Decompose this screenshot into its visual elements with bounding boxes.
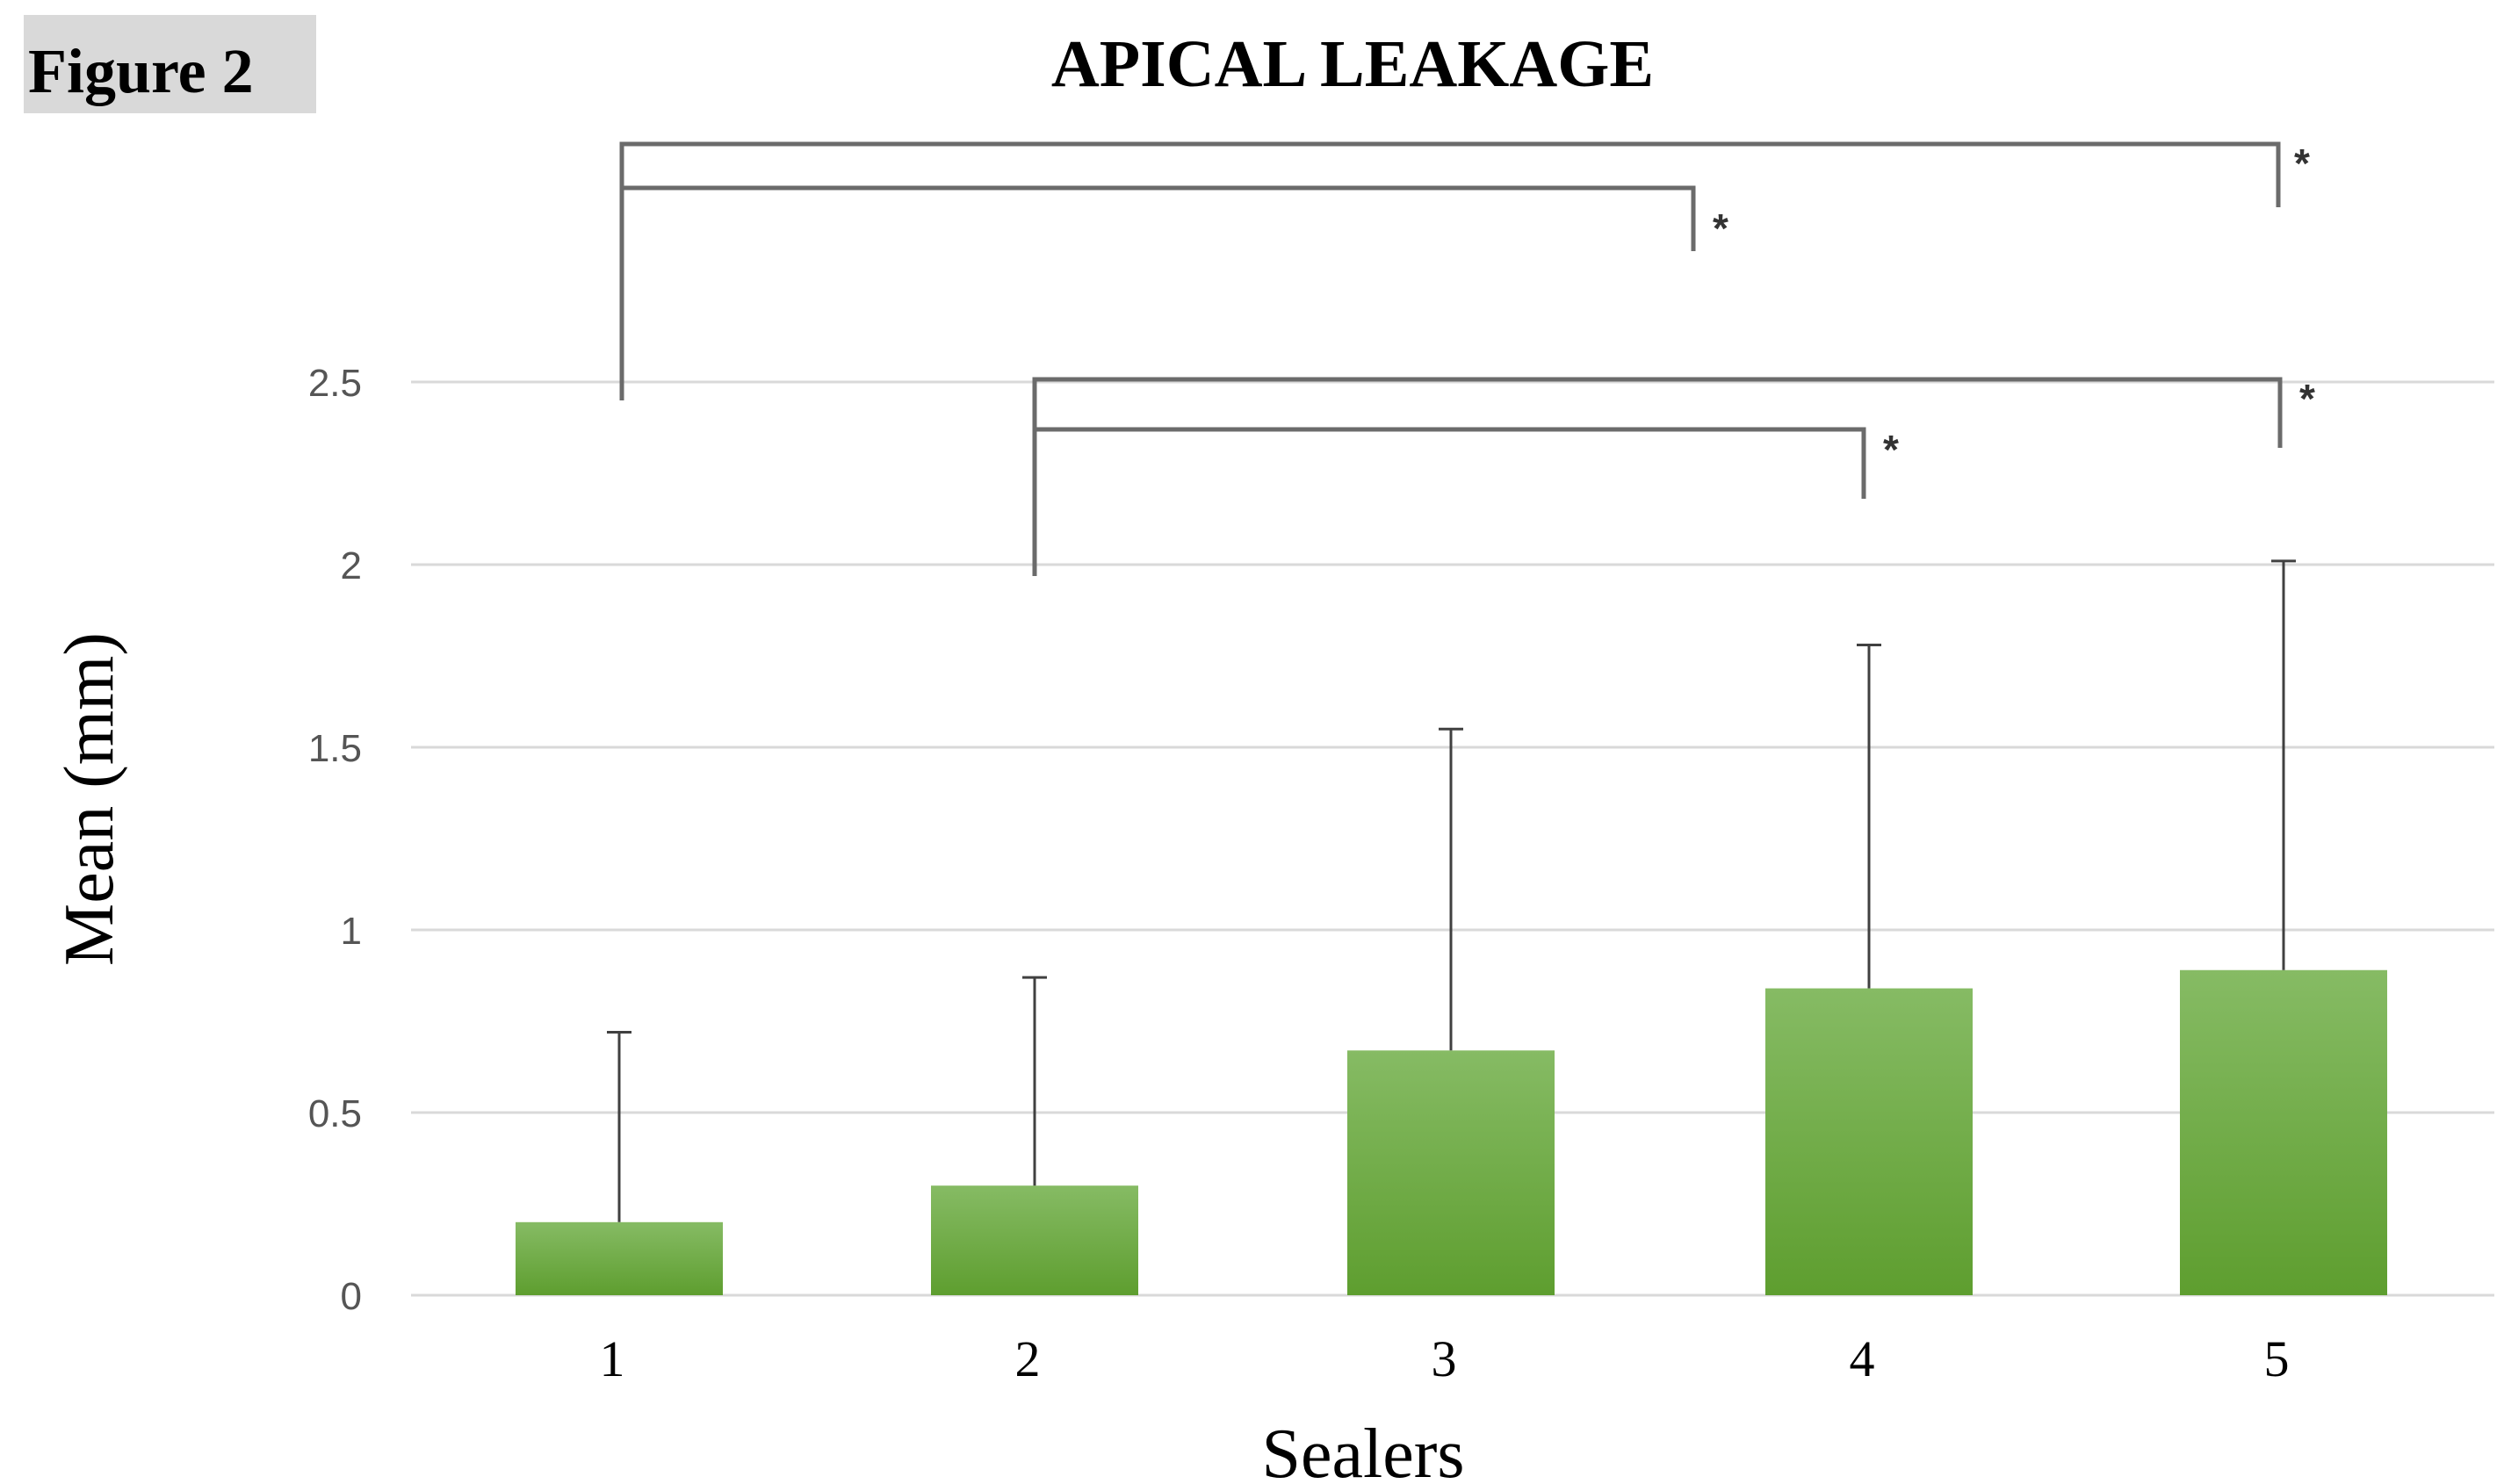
y-tick-label: 1.5 [308,727,362,770]
bars [516,969,2387,1295]
bar [516,1221,723,1295]
bar [1347,1050,1555,1295]
x-tick-label: 5 [2264,1330,2290,1387]
error-bars [607,559,2296,1222]
figure-label: Figure 2 [28,36,254,106]
x-tick-label: 3 [1432,1330,1457,1387]
significance-star: * [2299,376,2315,421]
chart-title: APICAL LEAKAGE [1051,27,1654,101]
bar [1765,988,1973,1295]
bracket-line [1032,427,1866,576]
significance-bracket: * [1032,376,2315,576]
significance-star: * [1713,205,1728,251]
significance-star: * [2294,140,2310,186]
significance-bracket: * [619,140,2310,400]
x-tick-label: 1 [600,1330,625,1387]
bar [2180,969,2387,1295]
y-tick-label: 2 [341,544,362,587]
y-tick-label: 1 [341,910,362,953]
y-tick-label: 0.5 [308,1092,362,1135]
bracket-line [619,141,2281,400]
x-tick-label: 2 [1015,1330,1041,1387]
significance-star: * [1883,427,1899,472]
x-tick-label: 4 [1850,1330,1875,1387]
x-axis-ticks: 1 2 3 4 5 [600,1330,2290,1387]
y-tick-label: 2.5 [308,362,362,405]
bar [931,1185,1138,1295]
significance-brackets: * * * * [619,140,2315,576]
significance-bracket: * [619,185,1728,400]
y-axis-title: Mean (mm) [51,632,128,966]
x-axis-title: Sealers [1261,1416,1464,1484]
bracket-line [619,185,1696,400]
y-tick-label: 0 [341,1275,362,1318]
bracket-line [1032,377,2283,576]
significance-bracket: * [1032,427,1899,576]
figure-label-box [24,15,316,113]
y-axis-ticks: 0 0.5 1 1.5 2 2.5 [308,362,362,1318]
